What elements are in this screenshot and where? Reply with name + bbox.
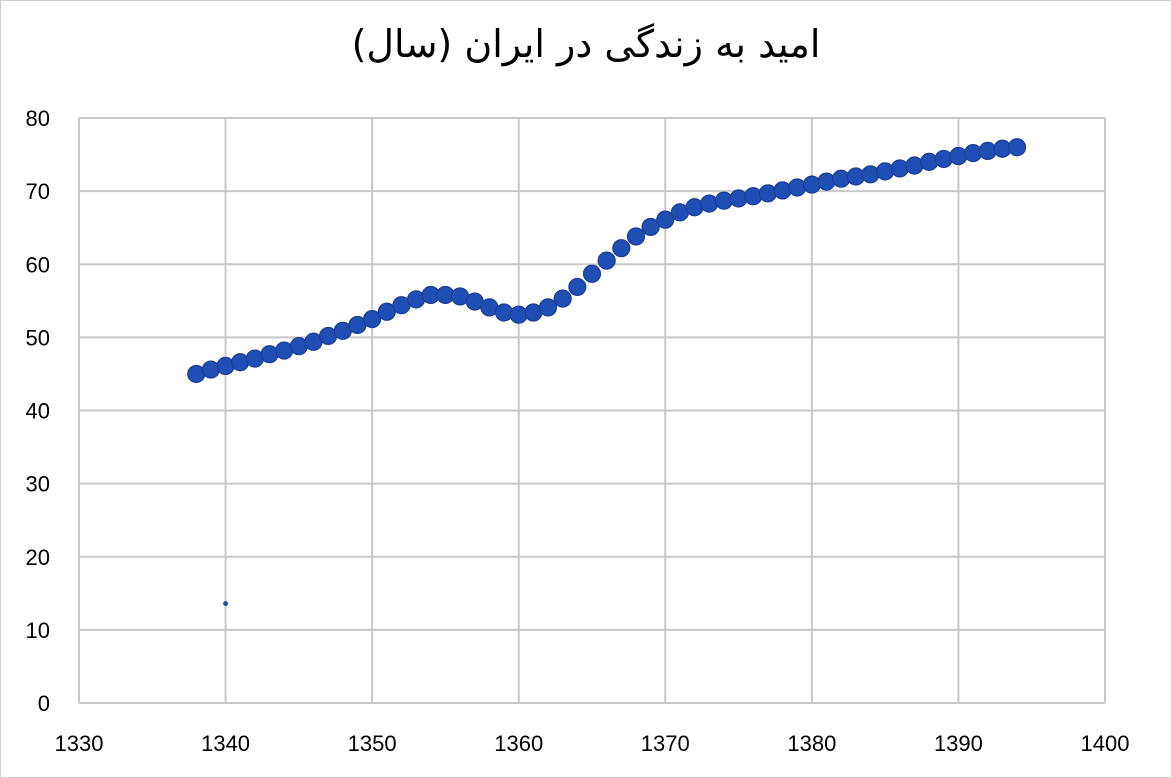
data-point bbox=[861, 165, 880, 184]
data-point bbox=[949, 146, 968, 166]
y-tick-label: 50 bbox=[26, 325, 50, 350]
chart-title: امید به زندگی در ایران (سال) bbox=[351, 22, 821, 66]
data-point bbox=[363, 309, 382, 329]
data-point bbox=[773, 181, 792, 200]
x-tick-label: 1340 bbox=[201, 731, 250, 756]
data-point bbox=[817, 172, 836, 191]
data-point bbox=[700, 194, 719, 213]
x-axis-tick-labels: 1330 1340 1350 1360 1370 1380 1390 1400 bbox=[55, 731, 1130, 756]
x-tick-label: 1380 bbox=[787, 731, 836, 756]
x-tick-label: 1350 bbox=[348, 731, 397, 756]
y-tick-label: 30 bbox=[26, 472, 50, 497]
data-points bbox=[187, 138, 1027, 606]
x-tick-label: 1400 bbox=[1081, 731, 1130, 756]
data-point bbox=[758, 184, 777, 203]
x-tick-label: 1370 bbox=[641, 731, 690, 756]
data-point bbox=[626, 227, 646, 246]
y-tick-label: 0 bbox=[38, 691, 50, 716]
data-point bbox=[920, 152, 939, 171]
data-point bbox=[582, 264, 602, 283]
data-point bbox=[744, 187, 763, 206]
data-point bbox=[597, 251, 616, 270]
x-tick-label: 1330 bbox=[55, 731, 104, 756]
data-point bbox=[553, 289, 572, 308]
data-point bbox=[876, 162, 895, 181]
data-point bbox=[1007, 138, 1027, 157]
data-point bbox=[612, 239, 631, 258]
y-tick-label: 10 bbox=[26, 618, 50, 643]
y-axis-tick-labels: 0 10 20 30 40 50 60 70 80 bbox=[26, 106, 50, 716]
x-tick-label: 1360 bbox=[494, 731, 543, 756]
y-tick-label: 60 bbox=[26, 252, 50, 277]
data-point bbox=[890, 159, 909, 178]
grid-lines bbox=[78, 117, 1106, 704]
data-point bbox=[802, 175, 821, 194]
y-tick-label: 80 bbox=[26, 106, 50, 131]
data-point bbox=[641, 217, 660, 237]
x-tick-label: 1390 bbox=[934, 731, 983, 756]
y-tick-label: 70 bbox=[26, 179, 50, 204]
data-point bbox=[656, 210, 675, 229]
y-tick-label: 40 bbox=[26, 399, 50, 424]
data-point bbox=[538, 298, 558, 317]
data-point bbox=[223, 601, 229, 606]
data-point bbox=[788, 178, 807, 197]
data-point bbox=[568, 277, 587, 297]
data-point bbox=[934, 149, 953, 169]
y-tick-label: 20 bbox=[26, 545, 50, 570]
